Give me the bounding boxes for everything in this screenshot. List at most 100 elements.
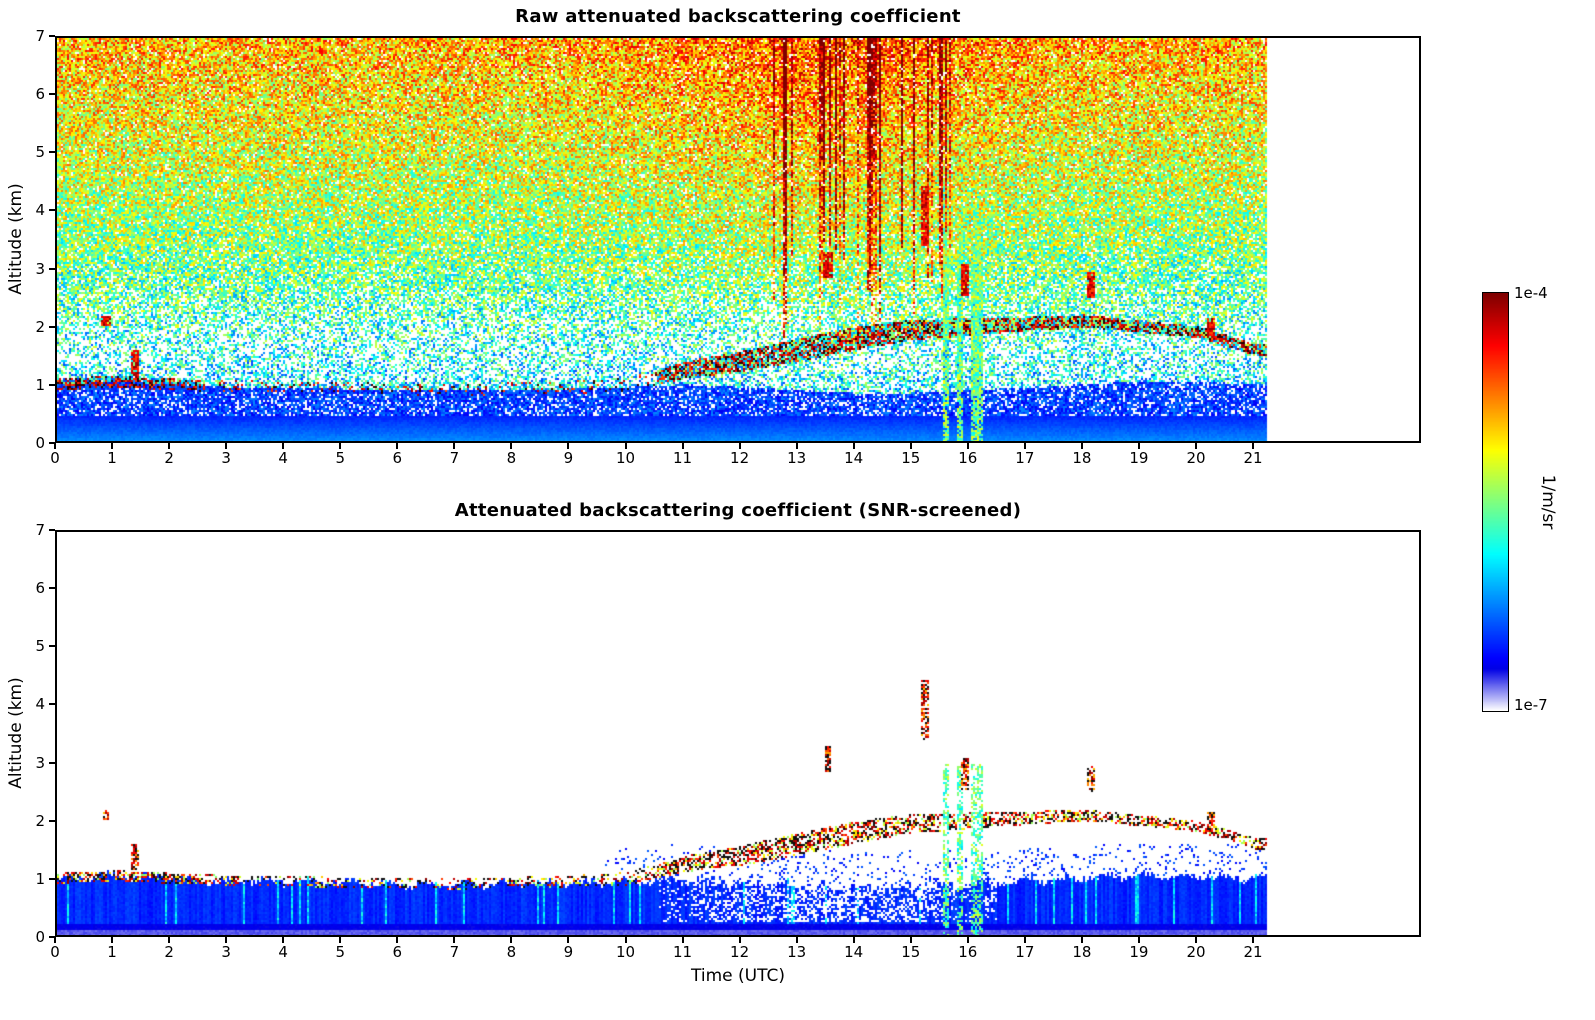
x-tick <box>1252 443 1255 449</box>
x-tick-label: 17 <box>1015 449 1035 467</box>
x-tick-label: 4 <box>278 449 288 467</box>
x-tick-label: 10 <box>615 449 636 467</box>
x-tick <box>282 937 285 943</box>
x-tick <box>111 937 114 943</box>
y-tick <box>49 383 55 386</box>
x-tick-label: 7 <box>449 943 460 961</box>
y-tick-label: 4 <box>35 695 45 714</box>
x-tick <box>225 443 228 449</box>
y-tick <box>49 529 55 531</box>
x-tick-label: 12 <box>730 449 750 467</box>
y-tick-label: 6 <box>35 85 45 104</box>
x-tick-label: 11 <box>673 449 693 467</box>
x-tick <box>282 443 285 449</box>
x-tick-label: 3 <box>221 943 231 961</box>
x-tick <box>168 937 171 943</box>
x-axis-label: Time (UTC) <box>691 966 785 986</box>
colorbar-unit-label: 1/m/sr <box>1538 474 1558 530</box>
x-tick-label: 4 <box>278 943 288 961</box>
x-tick-label: 21 <box>1243 449 1263 467</box>
y-tick <box>49 35 55 37</box>
y-tick-label: 0 <box>35 928 45 946</box>
x-tick-label: 17 <box>1015 943 1035 961</box>
x-tick-label: 1 <box>107 449 117 467</box>
x-tick-label: 10 <box>615 943 636 961</box>
x-tick <box>1080 443 1083 449</box>
x-tick <box>1195 937 1197 943</box>
x-tick-label: 12 <box>730 943 750 961</box>
x-tick-label: 15 <box>901 943 921 961</box>
x-tick-label: 8 <box>506 943 517 961</box>
y-tick <box>49 819 55 822</box>
y-tick-label: 7 <box>35 27 45 45</box>
colorbar-gradient <box>1483 293 1508 711</box>
x-tick <box>795 937 798 943</box>
y-tick-label: 1 <box>35 869 45 888</box>
x-tick <box>1023 443 1026 449</box>
colorbar-max-label: 1e-4 <box>1514 284 1548 302</box>
x-tick-label: 16 <box>958 449 978 467</box>
x-tick <box>225 937 228 943</box>
x-tick-label: 9 <box>563 943 574 961</box>
screened-panel-ylabel: Altitude (km) <box>6 677 26 789</box>
x-tick <box>1137 937 1140 943</box>
x-tick-label: 20 <box>1186 449 1206 467</box>
x-tick <box>396 937 399 943</box>
screened-panel-plot-area <box>55 530 1421 937</box>
x-tick <box>339 937 342 943</box>
x-tick-label: 11 <box>673 943 693 961</box>
x-tick <box>966 937 969 943</box>
x-tick <box>453 443 456 449</box>
y-tick <box>49 93 55 96</box>
x-tick <box>1195 443 1197 449</box>
x-tick <box>738 937 741 943</box>
x-tick <box>54 443 56 449</box>
y-tick-label: 5 <box>35 143 45 162</box>
x-tick <box>852 937 855 943</box>
x-tick-label: 20 <box>1186 943 1206 961</box>
y-tick-label: 5 <box>35 637 45 656</box>
y-tick <box>49 151 55 154</box>
raw-panel-title: Raw attenuated backscattering coefficien… <box>515 6 961 27</box>
x-tick-label: 13 <box>787 943 807 961</box>
raw-backscatter-heatmap <box>57 38 1419 441</box>
y-tick <box>49 877 55 880</box>
x-tick-label: 16 <box>958 943 978 961</box>
x-tick <box>852 443 855 449</box>
y-tick-label: 3 <box>35 753 45 772</box>
x-tick-label: 21 <box>1243 943 1263 961</box>
y-tick-label: 3 <box>35 259 45 278</box>
y-tick-label: 7 <box>35 521 45 539</box>
x-tick-label: 14 <box>844 449 864 467</box>
x-tick <box>1080 937 1083 943</box>
x-tick <box>795 443 798 449</box>
y-tick-label: 6 <box>35 579 45 598</box>
y-tick-label: 0 <box>35 434 45 452</box>
y-tick <box>49 761 55 764</box>
y-tick <box>49 587 55 590</box>
y-tick-label: 2 <box>35 811 45 830</box>
x-tick-label: 5 <box>335 449 346 467</box>
x-tick <box>1137 443 1140 449</box>
colorbar <box>1482 292 1509 712</box>
x-tick <box>909 443 912 449</box>
x-tick <box>624 443 627 449</box>
x-tick-label: 2 <box>164 943 174 961</box>
x-tick <box>339 443 342 449</box>
screened-panel-title: Attenuated backscattering coefficient (S… <box>454 500 1022 521</box>
x-tick-label: 18 <box>1072 449 1092 467</box>
x-tick <box>1252 937 1255 943</box>
x-tick-label: 7 <box>449 449 460 467</box>
y-tick <box>49 209 55 212</box>
x-tick <box>510 443 513 449</box>
x-tick <box>54 937 56 943</box>
x-tick <box>1023 937 1026 943</box>
y-tick <box>49 442 55 444</box>
x-tick-label: 0 <box>50 449 60 467</box>
x-tick <box>966 443 969 449</box>
x-tick-label: 15 <box>901 449 921 467</box>
y-tick-label: 1 <box>35 375 45 394</box>
x-tick <box>567 937 570 943</box>
x-tick-label: 14 <box>844 943 864 961</box>
